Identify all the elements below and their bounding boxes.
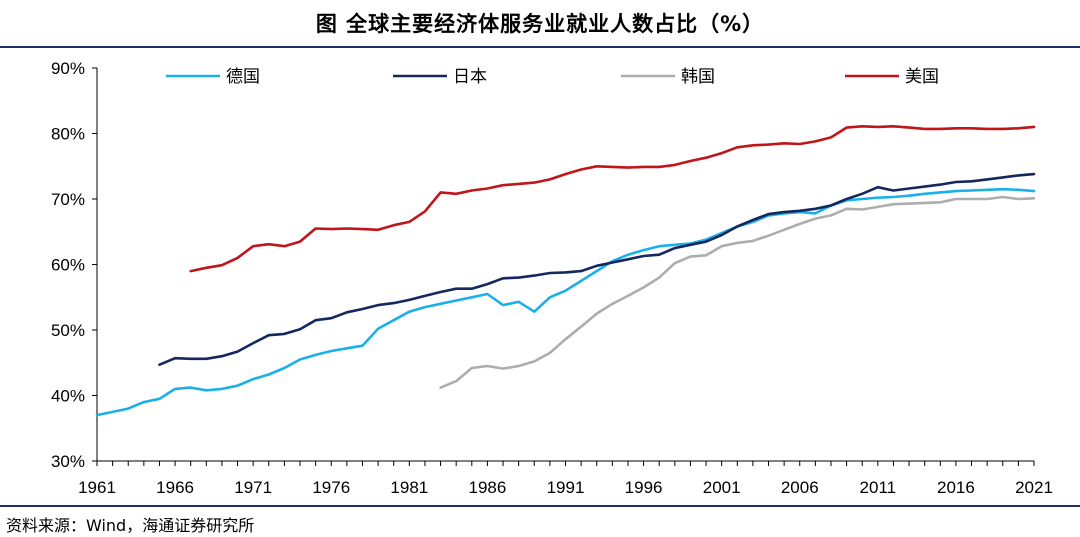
series-line [95,187,1036,417]
legend-label: 美国 [905,67,939,87]
chart-title: 图 全球主要经济体服务业就业人数占比（%） [315,12,765,36]
y-tick-label: 80% [51,125,85,144]
axes: 30% 40% 50% 60% 70% 80% 90% 1961 1966 1971 1976 198… [51,59,1053,497]
legend: 德国 日本 韩国 美国 [166,67,939,87]
series-layer [95,125,1036,417]
x-tick-label: 2006 [781,478,819,497]
y-tick-label: 40% [51,387,85,406]
legend-label: 韩国 [681,67,715,87]
line-chart: 30% 40% 50% 60% 70% 80% 90% 1961 1966 1971 1976 198… [51,59,1053,497]
x-tick-label: 1991 [547,478,585,497]
footer-divider [0,505,1080,507]
x-tick-label: 1961 [78,478,116,497]
x-tick-label: 1976 [312,478,350,497]
x-tick-label: 1971 [234,478,272,497]
x-tick-label: 1996 [625,478,663,497]
y-tick-label: 60% [51,256,85,275]
x-tick-label: 1981 [390,478,428,497]
x-tick-label: 1986 [469,478,507,497]
series-line [189,125,1036,273]
title-band: 图 全球主要经济体服务业就业人数占比（%） [0,0,1080,46]
y-tick-label: 50% [51,321,85,340]
x-tick-label: 1966 [156,478,194,497]
y-tick-label: 90% [51,59,85,78]
y-tick-label: 70% [51,190,85,209]
legend-label: 日本 [453,67,487,87]
x-tick-label: 2021 [1015,478,1053,497]
x-tick-label: 2001 [703,478,741,497]
y-tick-label: 30% [51,452,85,471]
x-tick-label: 2011 [860,478,897,497]
source-note: 资料来源：Wind，海通证券研究所 [6,516,255,535]
x-tick-label: 2016 [937,478,975,497]
series-line [158,172,1036,367]
series-line [439,195,1036,389]
title-divider [0,46,1080,48]
legend-label: 德国 [226,67,260,87]
